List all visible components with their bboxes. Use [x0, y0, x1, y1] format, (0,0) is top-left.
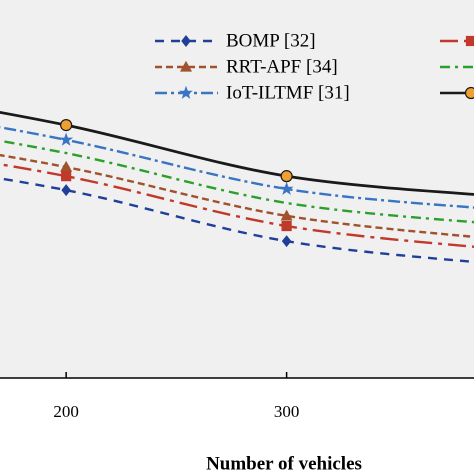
series-line [0, 139, 474, 224]
legend: BOMP [32] RRT-APF [34] IoT-ILTMF [31] [155, 30, 474, 103]
marker [281, 220, 292, 232]
marker [464, 86, 474, 100]
legend-label: IoT-ILTMF [31] [226, 82, 350, 103]
x-tick-label: 300 [274, 402, 300, 421]
marker [59, 132, 74, 146]
marker [281, 235, 292, 248]
marker [465, 35, 474, 47]
marker [279, 181, 294, 195]
marker [60, 119, 73, 132]
marker [280, 209, 293, 221]
marker [179, 85, 193, 99]
marker [179, 60, 193, 72]
x-axis-label: Number of vehicles [206, 453, 362, 474]
x-tick-label: 200 [53, 402, 79, 421]
series-line [0, 177, 474, 264]
marker [181, 35, 191, 47]
legend-label: RRT-APF [34] [226, 56, 338, 77]
series-line [0, 163, 474, 248]
series-line [0, 153, 474, 239]
marker [280, 170, 293, 183]
legend-label: BOMP [32] [226, 30, 316, 51]
plot [0, 110, 474, 264]
marker [61, 184, 71, 197]
series-line [0, 110, 474, 196]
marker [61, 171, 72, 182]
